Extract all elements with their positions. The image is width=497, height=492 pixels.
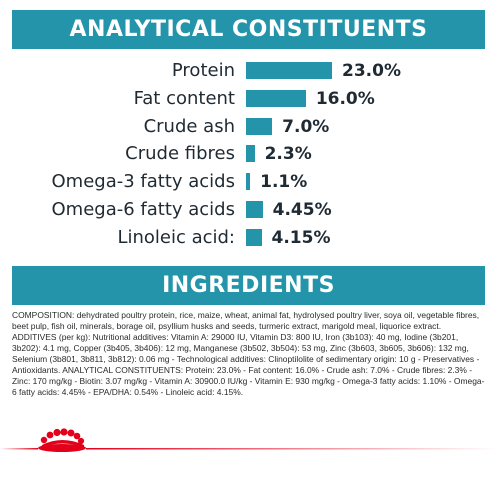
chart-category-label: Omega-3 fatty acids xyxy=(51,171,236,193)
analytical-constituents-title: ANALYTICAL CONSTITUENTS xyxy=(69,17,428,42)
chart-bar xyxy=(246,201,263,218)
chart-row: Fat content 16.0% xyxy=(0,87,497,111)
chart-row: Crude ash 7.0% xyxy=(0,115,497,139)
chart-bar xyxy=(246,173,251,191)
chart-row: Protein 23.0% xyxy=(0,59,497,83)
chart-value-label: 2.3% xyxy=(264,144,312,165)
chart-row: Linoleic acid: 4.15% xyxy=(0,226,497,250)
chart-category-label: Protein xyxy=(171,60,235,81)
ingredients-title: INGREDIENTS xyxy=(162,273,335,298)
chart-bar xyxy=(246,145,255,163)
footer-line-left xyxy=(0,448,38,450)
chart-category-label: Linoleic acid: xyxy=(117,226,235,248)
chart-value-label: 16.0% xyxy=(315,88,375,109)
ingredients-banner: INGREDIENTS xyxy=(12,266,485,305)
chart-value-label: 4.15% xyxy=(271,227,331,248)
chart-category-label: Omega-6 fatty acids xyxy=(51,199,236,220)
analytical-constituents-banner: ANALYTICAL CONSTITUENTS xyxy=(12,10,485,49)
chart-value-label: 4.45% xyxy=(272,200,332,220)
chart-value-label: 23.0% xyxy=(342,61,401,81)
chart-value-label: 1.1% xyxy=(260,172,308,193)
brand-footer xyxy=(0,428,497,452)
footer-line-right xyxy=(86,448,497,450)
chart-category-label: Fat content xyxy=(133,87,235,109)
chart-value-label: 7.0% xyxy=(282,116,330,137)
chart-row: Omega-6 fatty acids 4.45% xyxy=(0,198,497,222)
chart-bar xyxy=(246,228,262,246)
chart-bar xyxy=(246,89,306,107)
chart-category-label: Crude fibres xyxy=(125,143,235,165)
chart-row: Crude fibres 2.3% xyxy=(0,142,497,166)
chart-bar xyxy=(246,62,332,79)
ingredients-text: COMPOSITION: dehydrated poultry protein,… xyxy=(12,310,485,397)
chart-category-label: Crude ash xyxy=(143,115,235,137)
chart-row: Omega-3 fatty acids 1.1% xyxy=(0,170,497,194)
chart-bar xyxy=(246,117,273,135)
royal-canin-crown-logo xyxy=(38,428,86,452)
